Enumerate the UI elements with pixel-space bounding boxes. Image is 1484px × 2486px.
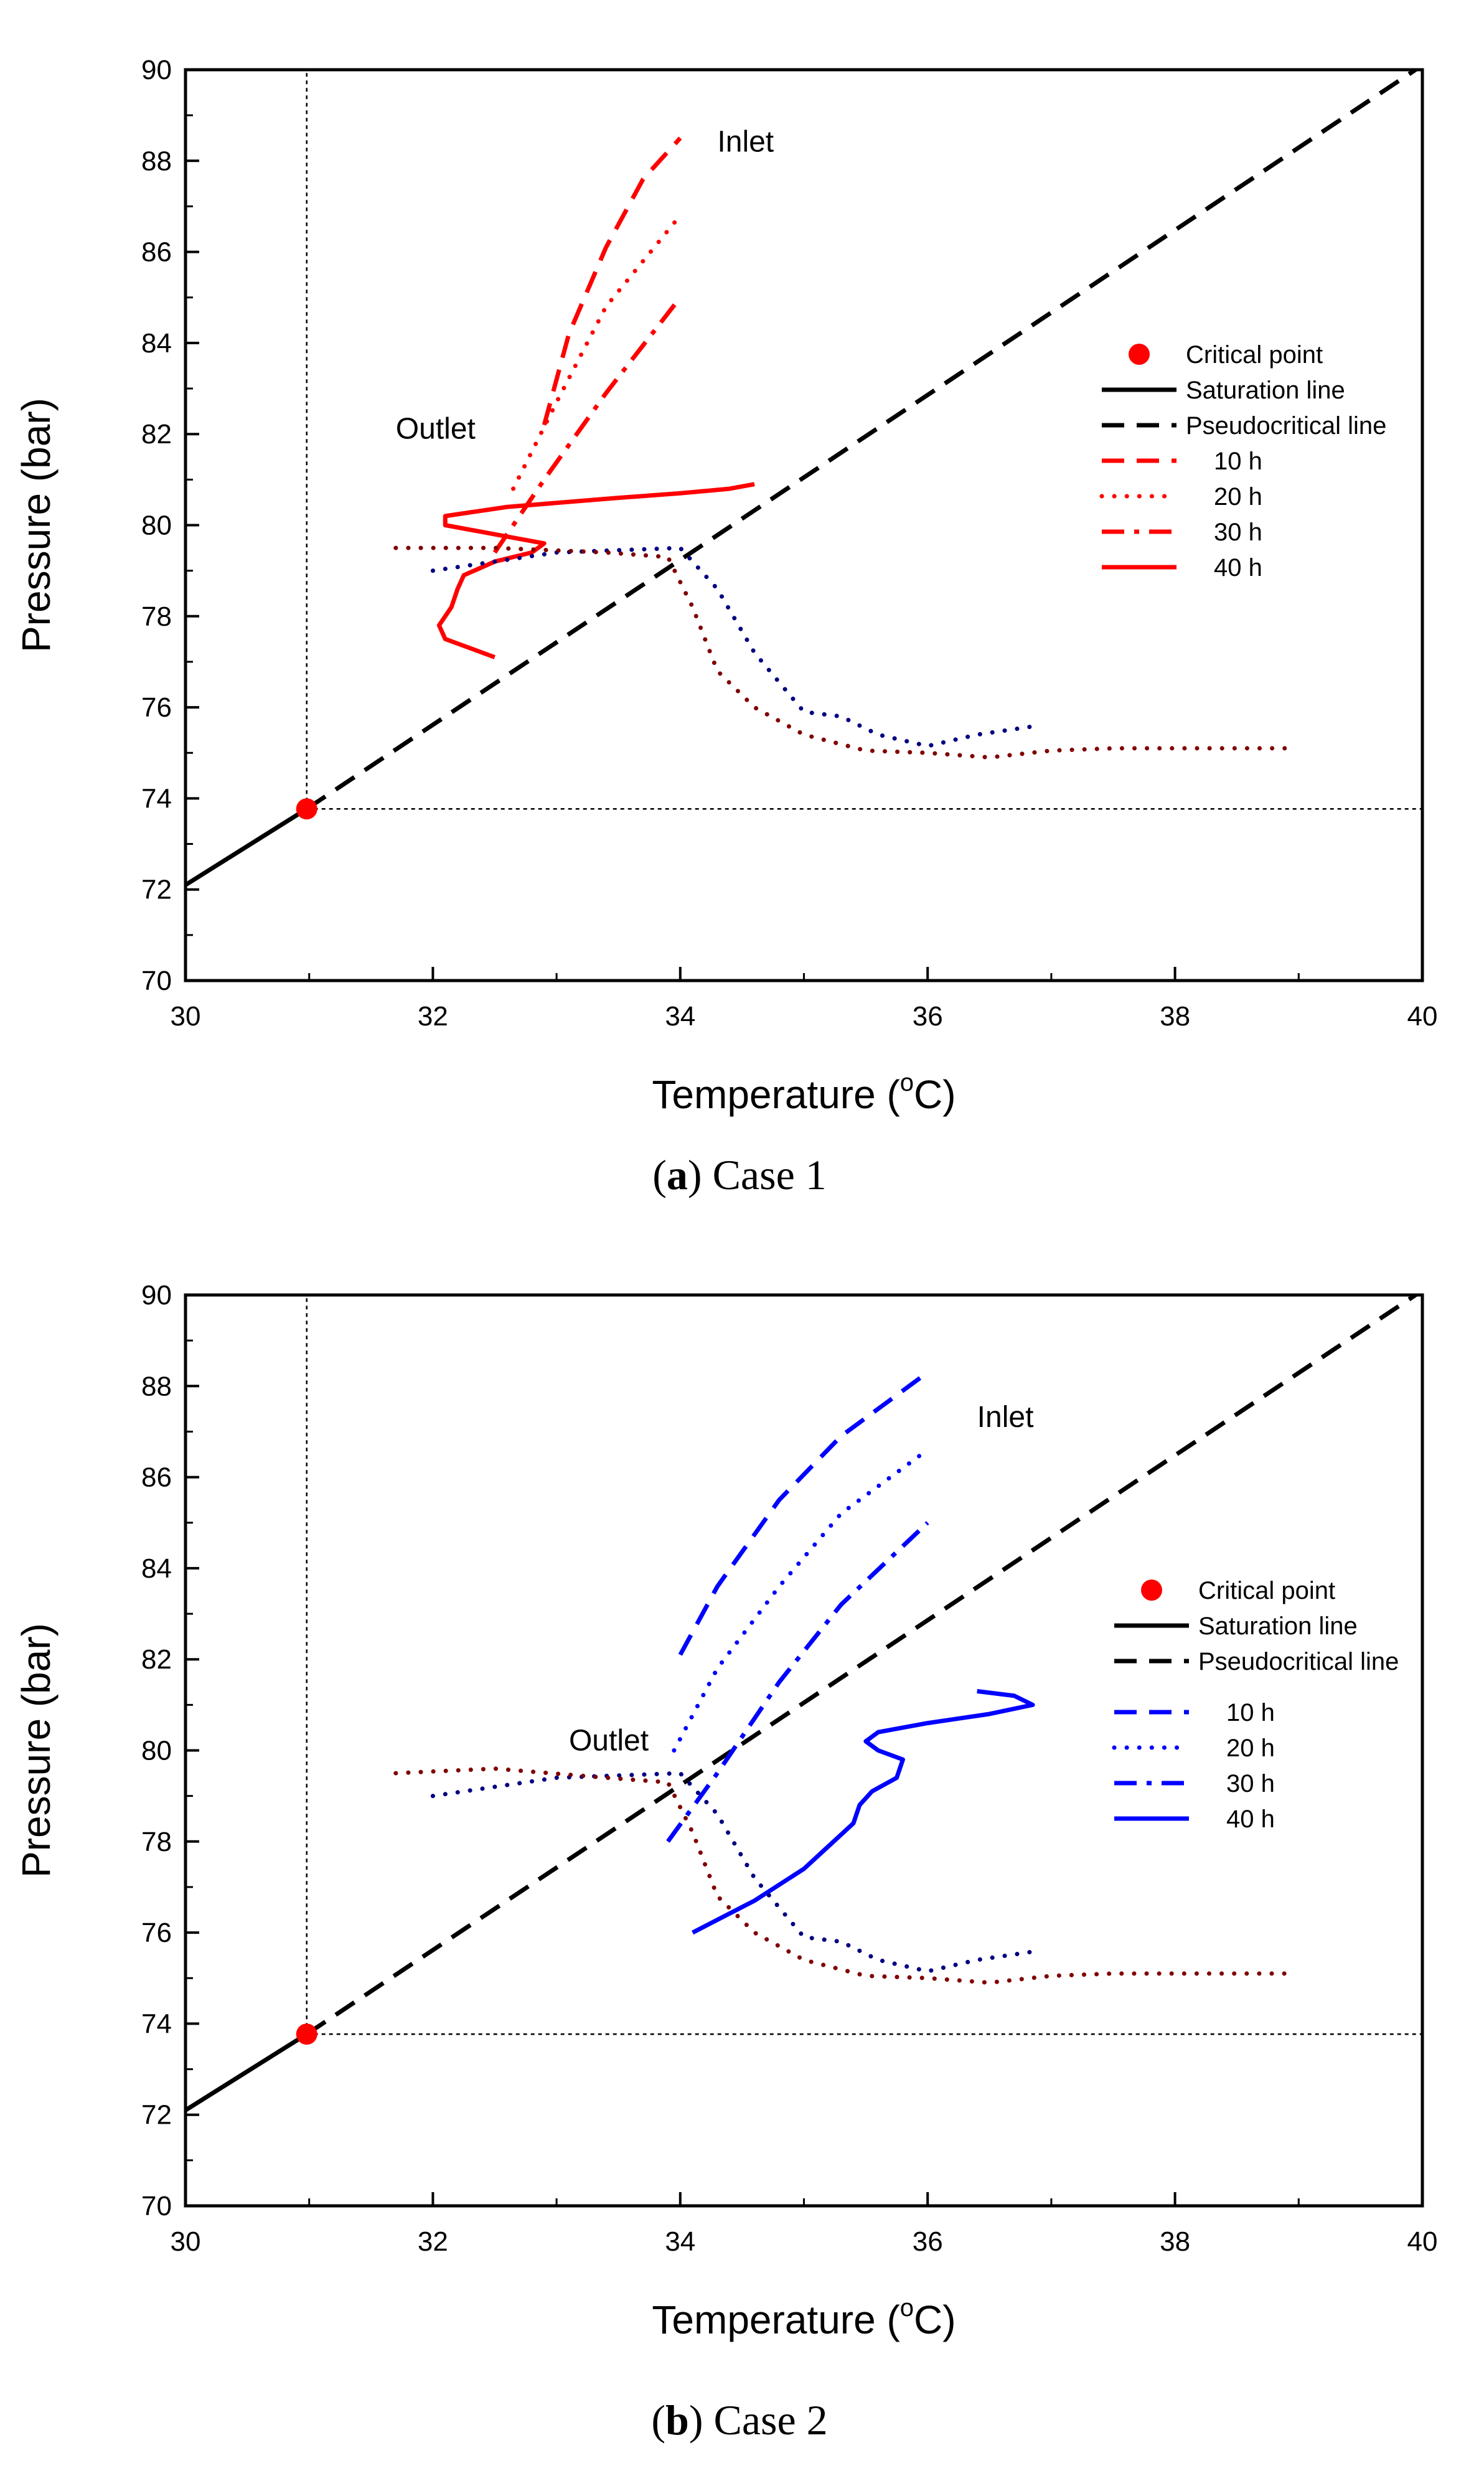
x-tick-label: 34 <box>665 2226 695 2257</box>
figure-caption: (a) Case 1 <box>652 1151 827 1198</box>
caption-label: a <box>667 1151 688 1198</box>
x-axis-title-main: Temperature ( <box>652 1072 899 1117</box>
caption-open-paren: ( <box>651 2396 665 2444</box>
caption-close-paren: ) <box>688 1151 713 1198</box>
y-axis-title: Pressure (bar) <box>14 398 59 652</box>
y-tick-label: 72 <box>141 2100 172 2131</box>
legend-marker <box>1141 1580 1162 1601</box>
x-tick-label: 32 <box>418 2226 448 2257</box>
caption-text: Case 1 <box>713 1151 827 1198</box>
annotation-label: Outlet <box>569 1725 649 1758</box>
y-tick-label: 84 <box>141 1553 172 1584</box>
x-tick-label: 40 <box>1407 2226 1438 2257</box>
plot-content <box>186 70 1422 887</box>
series-line-4 <box>430 545 1041 748</box>
reference-line-2 <box>186 2032 308 2112</box>
x-tick-label: 36 <box>913 2226 943 2257</box>
caption-label: b <box>665 2396 689 2444</box>
legend-label: Pseudocritical line <box>1186 412 1386 440</box>
legend-label: Saturation line <box>1186 377 1345 404</box>
series-line-4 <box>430 1771 1041 1974</box>
x-tick-label: 38 <box>1160 1001 1190 1032</box>
legend-label: 40 h <box>1214 554 1262 581</box>
plot-content <box>186 1295 1422 2112</box>
series-line-0 <box>542 136 682 426</box>
reference-line-2 <box>186 807 308 887</box>
critical-point-marker <box>296 2023 317 2045</box>
x-tick-label: 40 <box>1407 1001 1438 1032</box>
legend-label: Pseudocritical line <box>1198 1648 1399 1675</box>
critical-point-marker <box>296 798 317 820</box>
panel-case-2: 30 32 34 36 38 40 70 72 74 76 78 80 82 84 86 88 90 Inlet O… <box>14 1280 1437 2444</box>
y-tick-label: 72 <box>141 875 172 905</box>
series-line-0 <box>678 1370 929 1656</box>
legend-label: Critical point <box>1186 341 1323 369</box>
panel-case-1: 30 32 34 36 38 40 70 72 74 76 78 80 82 84 86 88 90 Inlet O… <box>14 55 1437 1198</box>
y-tick-label: 78 <box>141 601 172 632</box>
y-tick-label: 82 <box>141 419 172 450</box>
y-tick-label: 88 <box>141 1371 172 1401</box>
legend-label: 10 h <box>1214 448 1262 475</box>
legend-marker <box>1129 344 1150 365</box>
y-tick-label: 82 <box>141 1644 172 1675</box>
x-axis-title: Temperature (oC) <box>652 1069 956 1117</box>
caption-text: Case 2 <box>713 2396 827 2444</box>
x-tick-label: 36 <box>913 1001 943 1032</box>
caption-close-paren: ) <box>689 2396 714 2444</box>
x-tick-label: 32 <box>418 1001 448 1032</box>
y-tick-label: 84 <box>141 328 172 359</box>
series-line-1 <box>511 213 683 491</box>
annotation-label: Inlet <box>977 1401 1034 1434</box>
reference-line-3 <box>305 1295 1420 2036</box>
x-tick-label: 30 <box>171 2226 201 2257</box>
y-tick-label: 70 <box>141 2191 172 2221</box>
legend-label: Critical point <box>1198 1577 1335 1604</box>
legend-label: Saturation line <box>1198 1613 1358 1640</box>
legend-label: 20 h <box>1214 483 1262 511</box>
plot-frame <box>184 68 1424 982</box>
y-tick-label: 80 <box>141 1736 172 1766</box>
series-line-2 <box>492 296 682 554</box>
y-tick-label: 74 <box>141 2008 172 2039</box>
legend-label: 10 h <box>1226 1699 1275 1726</box>
x-axis-title-superscript: o <box>900 1069 914 1096</box>
legend-label: 30 h <box>1214 519 1262 546</box>
series-line-1 <box>672 1448 930 1753</box>
annotation-label: Inlet <box>717 126 774 159</box>
caption-open-paren: ( <box>652 1151 667 1198</box>
y-tick-label: 88 <box>141 146 172 176</box>
x-tick-label: 34 <box>665 1001 695 1032</box>
reference-line-3 <box>305 70 1420 811</box>
y-tick-label: 74 <box>141 783 172 814</box>
figure-caption: (b) Case 2 <box>651 2396 827 2444</box>
x-axis-title-end: C) <box>914 1072 956 1117</box>
x-axis-title-main: Temperature ( <box>652 2297 899 2342</box>
annotation-label: Outlet <box>396 413 476 446</box>
y-axis-title: Pressure (bar) <box>14 1623 59 1878</box>
x-axis-title-end: C) <box>914 2297 956 2342</box>
legend-label: 30 h <box>1226 1770 1275 1797</box>
series-line-3 <box>692 1688 1035 1935</box>
y-tick-label: 76 <box>141 692 172 723</box>
y-tick-label: 90 <box>141 55 172 85</box>
y-tick-label: 80 <box>141 511 172 541</box>
x-axis-title-superscript: o <box>900 2294 914 2322</box>
series-line-3 <box>436 482 755 659</box>
y-tick-label: 90 <box>141 1280 172 1311</box>
x-axis-title: Temperature (oC) <box>652 2294 956 2342</box>
series-line-2 <box>666 1521 929 1843</box>
x-tick-label: 30 <box>171 1001 201 1032</box>
y-tick-label: 86 <box>141 1462 172 1493</box>
legend-label: 40 h <box>1226 1806 1275 1833</box>
y-tick-label: 76 <box>141 1918 172 1948</box>
y-tick-label: 70 <box>141 966 172 996</box>
plot-frame <box>184 1293 1424 2208</box>
legend-label: 20 h <box>1226 1735 1275 1762</box>
x-tick-label: 38 <box>1160 2226 1190 2257</box>
y-tick-label: 86 <box>141 237 172 268</box>
y-tick-label: 78 <box>141 1827 172 1857</box>
